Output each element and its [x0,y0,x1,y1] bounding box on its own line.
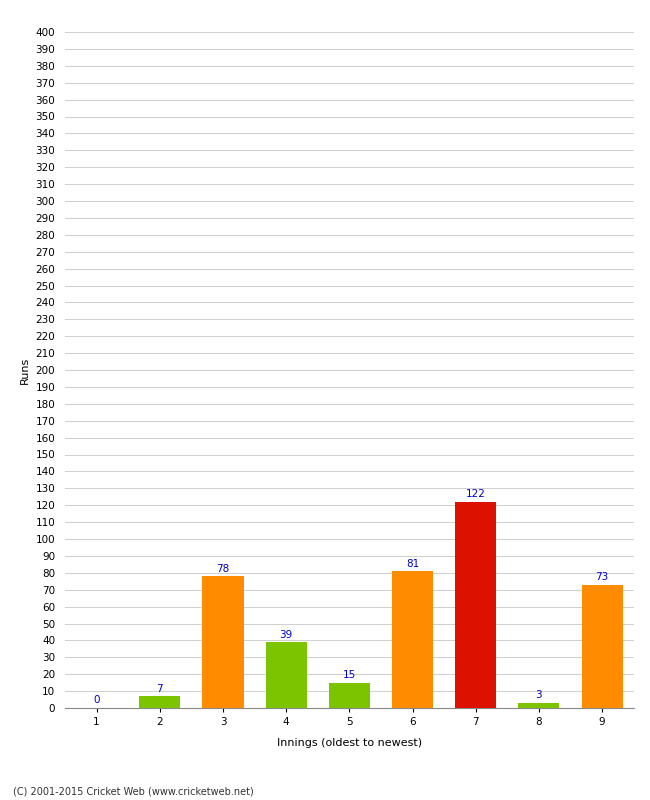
Text: 15: 15 [343,670,356,680]
Text: 78: 78 [216,564,229,574]
X-axis label: Innings (oldest to newest): Innings (oldest to newest) [277,738,422,748]
Text: 122: 122 [466,490,486,499]
Y-axis label: Runs: Runs [20,356,30,384]
Bar [139,696,180,708]
Text: (C) 2001-2015 Cricket Web (www.cricketweb.net): (C) 2001-2015 Cricket Web (www.cricketwe… [13,786,254,796]
Bar [202,576,244,708]
Bar [582,585,623,708]
Text: 73: 73 [595,572,609,582]
Bar [266,642,307,708]
Bar [392,571,433,708]
Bar [455,502,497,708]
Bar [519,703,560,708]
Text: 81: 81 [406,558,419,569]
Text: 39: 39 [280,630,292,639]
Bar [329,682,370,708]
Text: 7: 7 [157,684,163,694]
Text: 3: 3 [536,690,542,700]
Text: 0: 0 [94,695,100,706]
